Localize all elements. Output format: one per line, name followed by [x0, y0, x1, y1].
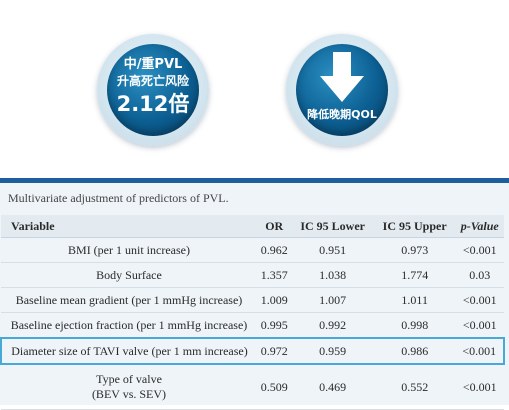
- header-ic-upper: IC 95 Upper: [373, 215, 456, 238]
- cell-upper: 0.973: [373, 237, 456, 263]
- cell-upper: 0.998: [373, 312, 456, 339]
- qol-badge: 降低晚期QOL: [286, 34, 398, 146]
- cell-variable-line1: Type of valve: [96, 372, 162, 386]
- infographic-band: 中/重PVL 升高死亡风险 2.12倍 降低晚期QOL: [0, 0, 509, 178]
- cell-variable: Baseline ejection fraction (per 1 mmHg i…: [1, 312, 257, 339]
- cell-or: 0.995: [257, 312, 292, 339]
- cell-variable: Type of valve (BEV vs. SEV): [1, 364, 257, 410]
- table-row: Type of valve (BEV vs. SEV) 0.509 0.469 …: [1, 364, 504, 410]
- cell-upper: 0.552: [373, 364, 456, 410]
- header-or: OR: [257, 215, 292, 238]
- cell-p: <0.001: [455, 364, 504, 410]
- down-arrow-icon: [320, 52, 364, 102]
- cell-lower: 1.038: [291, 262, 374, 288]
- cell-variable: Body Surface: [1, 262, 257, 288]
- cell-or: 0.509: [257, 364, 292, 410]
- cell-upper: 1.774: [373, 262, 456, 288]
- table-row: Baseline ejection fraction (per 1 mmHg i…: [1, 312, 504, 339]
- badge-value: 2.12倍: [116, 92, 190, 116]
- header-variable: Variable: [1, 215, 257, 238]
- cell-or: 0.972: [257, 337, 292, 365]
- header-p-value: p-Value: [455, 215, 504, 238]
- cell-upper: 0.986: [373, 337, 456, 365]
- cell-lower: 1.007: [291, 287, 374, 313]
- badge-line1: 中/重PVL: [123, 57, 183, 72]
- badge-line2: 升高死亡风险: [116, 74, 189, 88]
- pvl-predictors-table: Variable OR IC 95 Lower IC 95 Upper p-Va…: [0, 215, 505, 410]
- badge-disc: 中/重PVL 升高死亡风险 2.12倍: [107, 44, 199, 136]
- cell-lower: 0.469: [291, 364, 374, 410]
- table-row: Baseline mean gradient (per 1 mmHg incre…: [1, 287, 504, 313]
- cell-upper: 1.011: [373, 287, 456, 313]
- cell-p: <0.001: [455, 237, 504, 263]
- cell-lower: 0.992: [291, 312, 374, 339]
- badge-disc: 降低晚期QOL: [296, 44, 388, 136]
- table-row: Body Surface 1.357 1.038 1.774 0.03: [1, 262, 504, 288]
- table-header-row: Variable OR IC 95 Lower IC 95 Upper p-Va…: [1, 215, 504, 238]
- qol-label: 降低晚期QOL: [307, 108, 377, 121]
- cell-p: <0.001: [455, 312, 504, 339]
- highlighted-table-row: Diameter size of TAVI valve (per 1 mm in…: [0, 337, 505, 365]
- cell-lower: 0.959: [291, 337, 374, 365]
- cell-p: <0.001: [455, 337, 505, 365]
- cell-or: 0.962: [257, 237, 292, 263]
- header-ic-lower: IC 95 Lower: [291, 215, 374, 238]
- cell-lower: 0.951: [291, 237, 374, 263]
- section-divider: [0, 178, 509, 183]
- mortality-risk-badge: 中/重PVL 升高死亡风险 2.12倍: [97, 34, 209, 146]
- cell-or: 1.357: [257, 262, 292, 288]
- table-caption: Multivariate adjustment of predictors of…: [8, 191, 229, 205]
- cell-p: <0.001: [455, 287, 504, 313]
- table-row: BMI (per 1 unit increase) 0.962 0.951 0.…: [1, 237, 504, 263]
- cell-variable: BMI (per 1 unit increase): [1, 237, 257, 263]
- cell-variable-line2: (BEV vs. SEV): [91, 387, 167, 401]
- cell-variable: Diameter size of TAVI valve (per 1 mm in…: [0, 337, 257, 365]
- cell-p: 0.03: [455, 262, 504, 288]
- cell-or: 1.009: [257, 287, 292, 313]
- cell-variable: Baseline mean gradient (per 1 mmHg incre…: [1, 287, 257, 313]
